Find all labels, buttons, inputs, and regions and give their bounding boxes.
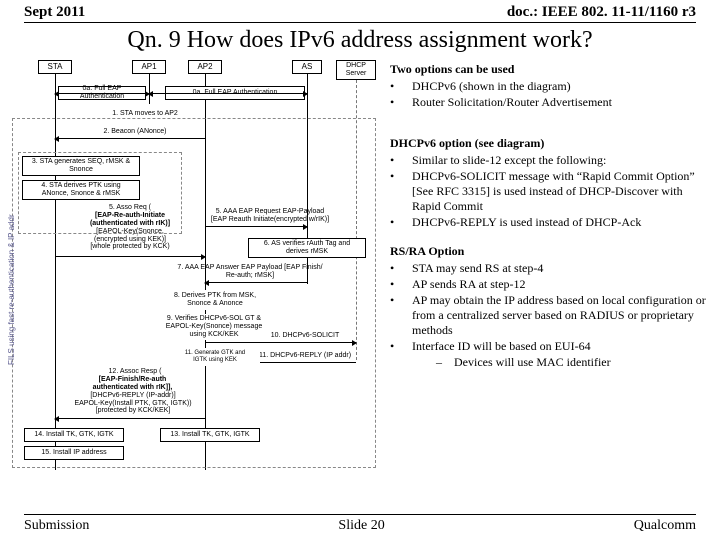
bullet-marker: • — [390, 169, 398, 214]
section3-item: STA may send RS at step-4 — [412, 261, 543, 276]
step12c-text: [DHCPv6-REPLY (IP-addr)] EAPOL-Key(Insta… — [58, 392, 208, 415]
step12a-text: 12. Assoc Resp ( — [85, 368, 185, 376]
section3-item-with-sub: Interface ID will be based on EUI-64 –De… — [412, 339, 611, 370]
section3-list: • STA may send RS at step-4 • AP sends RA … — [390, 261, 706, 370]
fils-label: FILS using fast re-authentication & IP a… — [7, 210, 16, 370]
step5b-text: [EAP-Re-auth-Initiate (authenticated wit… — [65, 212, 195, 227]
text-column: Two options can be used • DHCPv6 (shown i… — [390, 60, 706, 472]
section2-list: • Similar to slide-12 except the followin… — [390, 153, 706, 230]
bullet-marker: • — [390, 293, 398, 338]
section3-head: RS/RA Option — [390, 244, 706, 259]
step10-arrow — [205, 342, 356, 343]
step2-arrow — [55, 138, 205, 139]
lifeline-ap1 — [149, 74, 150, 104]
step7-text: 7. AAA EAP Answer EAP Payload [EAP Finis… — [160, 264, 340, 279]
section1-item: DHCPv6 (shown in the diagram) — [412, 79, 571, 94]
dash-marker: – — [436, 355, 444, 370]
section1-item: Router Solicitation/Router Advertisement — [412, 95, 612, 110]
bullet-marker: • — [390, 261, 398, 276]
section3-item: Interface ID will be based on EUI-64 — [412, 339, 591, 353]
section2-item: DHCPv6-REPLY is used instead of DHCP-Ack — [412, 215, 641, 230]
step3-box: 3. STA generates SEQ, rMSK & Snonce — [22, 156, 140, 176]
slide-body: STA AP1 AP2 AS DHCP Server FILS using fa… — [0, 60, 720, 472]
footer-right: Qualcomm — [634, 518, 696, 534]
sequence-diagram: STA AP1 AP2 AS DHCP Server FILS using fa… — [10, 60, 380, 472]
step56-arrow — [205, 226, 307, 227]
eap-left-arrow — [55, 93, 149, 94]
footer-center: Slide 20 — [338, 518, 384, 534]
bullet-marker: • — [390, 95, 398, 110]
footer-left: Submission — [24, 518, 89, 534]
step1-text: 1. STA moves to AP2 — [90, 110, 200, 118]
section3-item: AP sends RA at step-12 — [412, 277, 526, 292]
section3-item: AP may obtain the IP address based on lo… — [412, 293, 706, 338]
step6-box: 6. AS verifies rAuth Tag and derives rMS… — [248, 238, 366, 258]
slide-header: Sept 2011 doc.: IEEE 802. 11-11/1160 r3 — [0, 0, 720, 21]
step15-box: 15. Install IP address — [24, 446, 124, 460]
bullet-marker: • — [390, 215, 398, 230]
section2-head: DHCPv6 option (see diagram) — [390, 136, 706, 151]
header-rule — [24, 22, 696, 23]
section2-item: Similar to slide-12 except the following… — [412, 153, 606, 168]
step10-text: 10. DHCPv6-SOLICIT — [260, 332, 350, 340]
step11b-text: 11. Generate GTK and IGTK using KEK — [170, 348, 260, 366]
header-left: Sept 2011 — [24, 4, 85, 21]
step13-box: 13. Install TK, GTK, IGTK — [160, 428, 260, 442]
actor-ap2: AP2 — [188, 60, 222, 74]
step5c-text: [EAPOL-Key(Snonce, (encrypted using KEK)… — [65, 228, 195, 251]
step7-arrow — [205, 282, 307, 283]
bullet-marker: • — [390, 339, 398, 370]
step8-text: 8. Derives PTK from MSK, Snonce & Anonce — [160, 290, 270, 310]
section2-item: DHCPv6-SOLICIT message with “Rapid Commi… — [412, 169, 706, 214]
step14-box: 14. Install TK, GTK, IGTK — [24, 428, 124, 442]
step2-text: 2. Beacon (ANonce) — [90, 128, 180, 136]
bullet-marker: • — [390, 79, 398, 94]
step5a-text: 5. Asso Req ( — [70, 204, 190, 212]
section3-sublist: –Devices will use MAC identifier — [412, 355, 611, 370]
step11-text: 11. DHCPv6-REPLY (IP addr) — [250, 352, 360, 360]
step5-arrow — [55, 256, 205, 257]
actor-ap1: AP1 — [132, 60, 166, 74]
header-right: doc.: IEEE 802. 11-11/1160 r3 — [507, 4, 696, 21]
eap-right-arrow — [149, 93, 307, 94]
section3-subitem: Devices will use MAC identifier — [454, 355, 611, 370]
actor-sta: STA — [38, 60, 72, 74]
actor-as: AS — [292, 60, 322, 74]
step4-box: 4. STA derives PTK using ANonce, Snonce … — [22, 180, 140, 200]
actor-dhcp: DHCP Server — [336, 60, 376, 80]
section1-head: Two options can be used — [390, 62, 706, 77]
section1-list: • DHCPv6 (shown in the diagram) • Router S… — [390, 79, 706, 110]
step9-text: 9. Verifies DHCPv6-SOL GT & EAPOL-Key(Sn… — [154, 314, 274, 340]
step56-text: 5. AAA EAP Request EAP-Payload [EAP Reau… — [210, 208, 330, 223]
bullet-marker: • — [390, 277, 398, 292]
slide-footer: Submission Slide 20 Qualcomm — [24, 514, 696, 534]
bullet-marker: • — [390, 153, 398, 168]
slide-title: Qn. 9 How does IPv6 address assignment w… — [0, 25, 720, 60]
step12b-text: [EAP-Finish/Re-auth authenticated with r… — [65, 376, 200, 391]
step12-arrow — [55, 418, 205, 419]
